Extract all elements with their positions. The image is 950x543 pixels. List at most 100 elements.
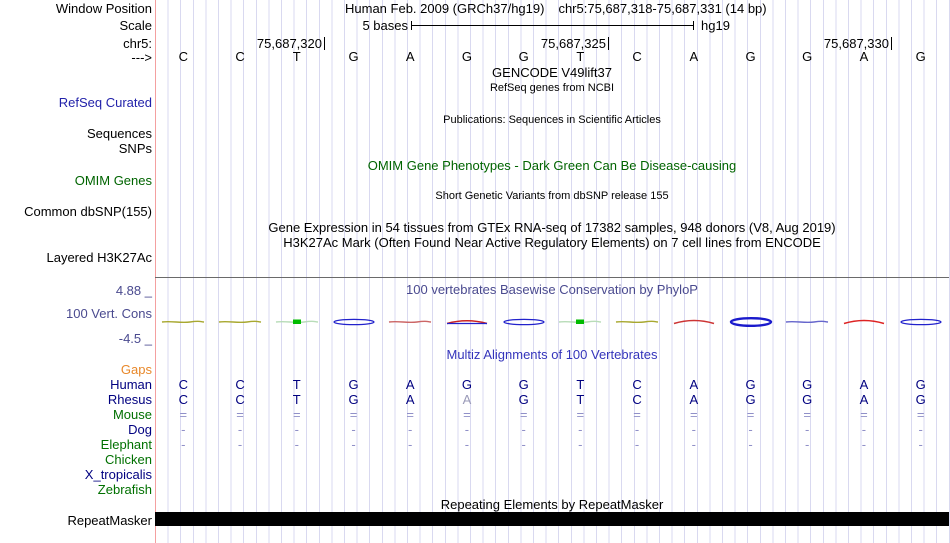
track-label-sequences[interactable]: Sequences <box>86 126 152 141</box>
strand-arrow-label: ---> <box>131 50 152 65</box>
alignment-base-cell: = <box>292 407 301 422</box>
reference-base-letter: A <box>859 49 869 64</box>
alignment-base-cell: - <box>408 437 413 452</box>
alignment-base-cell: = <box>746 407 755 422</box>
alignment-base-cell: - <box>578 422 583 437</box>
phylop-wiggle-mark <box>444 316 490 328</box>
track-title-gencode[interactable]: GENCODE V49lift37 <box>492 65 612 80</box>
track-label-snps[interactable]: SNPs <box>118 141 152 156</box>
alignment-base-cell: - <box>805 422 810 437</box>
track-title-h3k27ac[interactable]: H3K27Ac Mark (Often Found Near Active Re… <box>283 235 821 250</box>
alignment-base-cell: = <box>689 407 698 422</box>
alignment-species-label-zebrafish[interactable]: Zebrafish <box>97 482 152 497</box>
phylop-wiggle-mark <box>841 316 887 328</box>
alignment-species-label-rhesus[interactable]: Rhesus <box>107 392 152 407</box>
ruler-tick-mark <box>891 37 892 50</box>
alignment-species-label-mouse[interactable]: Mouse <box>112 407 152 422</box>
alignment-base-cell: C <box>178 377 189 392</box>
alignment-base-cell: = <box>803 407 811 422</box>
phylop-wiggle-mark <box>728 316 774 328</box>
repeatmasker-feature-bar[interactable] <box>155 512 949 526</box>
alignment-species-label-gaps[interactable]: Gaps <box>120 362 152 377</box>
reference-base-letter: G <box>461 49 472 64</box>
ruler-coordinate-label: 75,687,325 <box>540 36 606 51</box>
track-image-area[interactable] <box>155 0 950 543</box>
alignment-species-label-chicken[interactable]: Chicken <box>105 452 152 467</box>
alignment-base-cell: A <box>689 392 699 407</box>
alignment-base-cell: - <box>521 437 526 452</box>
alignment-base-cell: - <box>918 422 923 437</box>
ruler-tick-mark <box>324 37 325 50</box>
alignment-base-cell: - <box>578 437 583 452</box>
phylop-wiggle-mark <box>557 316 603 328</box>
alignment-base-cell: A <box>859 392 869 407</box>
assembly-label: Human Feb. 2009 (GRCh37/hg19) <box>345 1 545 16</box>
track-label-100-vert-cons[interactable]: 100 Vert. Cons <box>66 306 152 321</box>
track-label-repeatmasker[interactable]: RepeatMasker <box>67 513 152 528</box>
phylop-wiggle-mark <box>217 316 263 328</box>
track-label-layered-h3k27ac[interactable]: Layered H3K27Ac <box>46 250 152 265</box>
track-title-phylop[interactable]: 100 vertebrates Basewise Conservation by… <box>406 282 698 297</box>
alignment-base-cell: T <box>576 392 585 407</box>
alignment-base-cell: = <box>463 407 471 422</box>
track-title-multiz[interactable]: Multiz Alignments of 100 Vertebrates <box>446 347 658 362</box>
reference-base-letter: T <box>576 49 585 64</box>
alignment-base-cell: - <box>237 422 243 437</box>
alignment-base-cell: = <box>916 407 925 422</box>
alignment-base-cell: - <box>181 422 186 437</box>
reference-base-letter: G <box>745 49 756 64</box>
alignment-base-cell: - <box>294 422 299 437</box>
alignment-species-label-x_tropicalis[interactable]: X_tropicalis <box>84 467 152 482</box>
alignment-base-cell: - <box>861 422 867 437</box>
alignment-base-cell: - <box>691 422 696 437</box>
alignment-base-cell: G <box>915 392 926 407</box>
alignment-species-label-elephant[interactable]: Elephant <box>100 437 152 452</box>
track-title-repeatmasker[interactable]: Repeating Elements by RepeatMasker <box>440 497 664 512</box>
alignment-base-cell: G <box>348 392 359 407</box>
alignment-base-cell: - <box>464 437 470 452</box>
alignment-base-cell: - <box>748 437 753 452</box>
alignment-base-cell: G <box>518 377 529 392</box>
alignment-base-cell: A <box>462 392 472 407</box>
alignment-species-label-dog[interactable]: Dog <box>128 422 152 437</box>
alignment-base-cell: = <box>576 407 585 422</box>
phylop-wiggle-mark <box>387 316 433 328</box>
alignment-base-cell: G <box>745 392 756 407</box>
track-label-refseq-curated[interactable]: RefSeq Curated <box>58 95 152 110</box>
phylop-wiggle-mark <box>331 316 377 328</box>
alignment-base-cell: - <box>691 437 696 452</box>
chromosome-label: chr5: <box>123 36 152 51</box>
track-title-omim[interactable]: OMIM Gene Phenotypes - Dark Green Can Be… <box>367 158 737 173</box>
alignment-species-label-human[interactable]: Human <box>110 377 152 392</box>
alignment-base-cell: = <box>860 407 868 422</box>
alignment-base-cell: - <box>294 437 299 452</box>
scale-bar <box>411 21 694 30</box>
track-title-gtex[interactable]: Gene Expression in 54 tissues from GTEx … <box>268 220 836 235</box>
reference-base-letter: G <box>518 49 529 64</box>
phylop-wiggle-mark <box>671 316 717 328</box>
alignment-base-cell: G <box>802 377 813 392</box>
track-title-dbsnp[interactable]: Short Genetic Variants from dbSNP releas… <box>435 190 669 202</box>
window-position-label: Window Position <box>55 1 152 16</box>
phylop-wiggle-mark <box>614 316 660 328</box>
track-label-common-dbsnp[interactable]: Common dbSNP(155) <box>24 204 152 219</box>
alignment-base-cell: - <box>351 437 356 452</box>
alignment-base-cell: T <box>292 377 301 392</box>
ruler-coordinate-label: 75,687,320 <box>256 36 322 51</box>
alignment-base-cell: - <box>521 422 526 437</box>
alignment-base-cell: G <box>745 377 756 392</box>
alignment-base-cell: - <box>918 437 923 452</box>
track-label-omim-genes[interactable]: OMIM Genes <box>74 173 152 188</box>
track-title-publications[interactable]: Publications: Sequences in Scientific Ar… <box>443 114 661 126</box>
alignment-base-cell: A <box>689 377 699 392</box>
alignment-base-cell: = <box>633 407 641 422</box>
phylop-wiggle-mark <box>784 316 830 328</box>
reference-base-letter: C <box>632 49 642 64</box>
reference-base-letter: C <box>178 49 189 64</box>
alignment-base-cell: G <box>518 392 529 407</box>
track-subtitle-refseq[interactable]: RefSeq genes from NCBI <box>489 82 615 94</box>
alignment-base-cell: - <box>181 437 186 452</box>
phylop-wiggle-mark <box>160 316 206 328</box>
alignment-base-cell: - <box>634 437 640 452</box>
